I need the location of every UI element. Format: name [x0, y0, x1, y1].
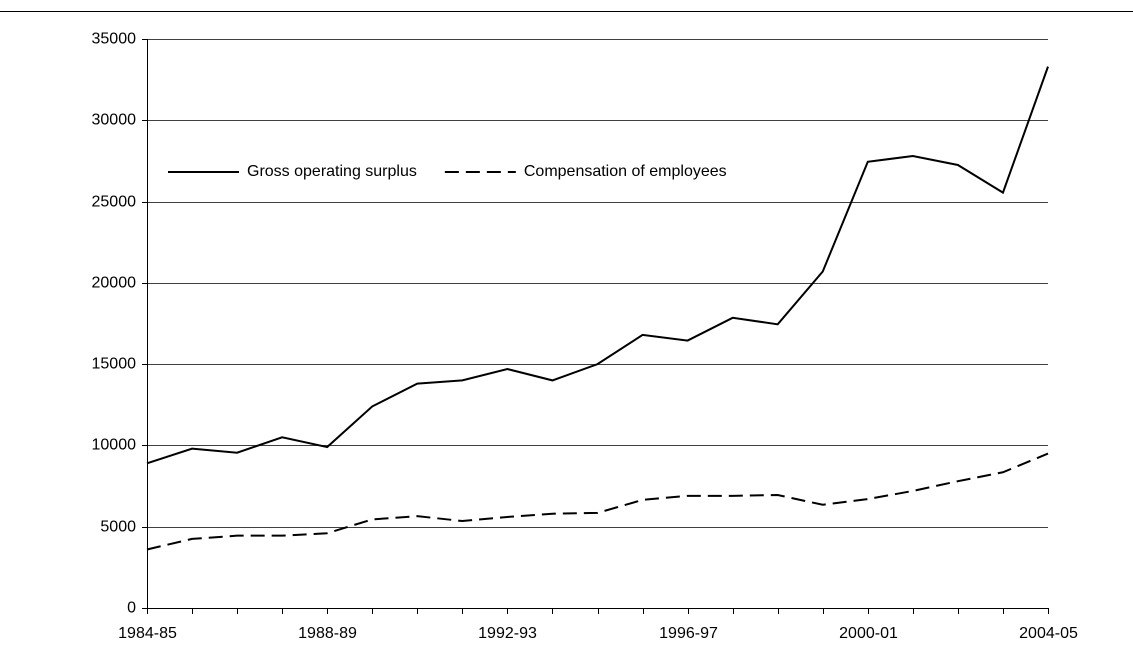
legend-label: Gross operating surplus: [247, 163, 417, 180]
x-tick-label: 1992-93: [478, 625, 537, 642]
y-tick-label: 30000: [92, 112, 137, 129]
y-tick-label: 15000: [92, 356, 137, 373]
series-line: [146, 66, 1049, 465]
y-tick-label: 0: [127, 600, 136, 617]
y-tick-label: 25000: [92, 194, 137, 211]
x-tick-label: 1988-89: [298, 625, 357, 642]
x-tick-label: 2004-05: [1019, 625, 1078, 642]
y-tick-label: 20000: [92, 275, 137, 292]
y-tick-label: 5000: [100, 519, 136, 536]
legend-label: Compensation of employees: [524, 163, 727, 180]
x-tick-label: 1984-85: [118, 625, 177, 642]
series-line: [146, 452, 1049, 551]
y-tick-label: 10000: [92, 437, 137, 454]
x-tick-label: 1996-97: [659, 625, 718, 642]
y-tick-label: 35000: [92, 31, 137, 48]
x-tick-label: 2000-01: [839, 625, 898, 642]
